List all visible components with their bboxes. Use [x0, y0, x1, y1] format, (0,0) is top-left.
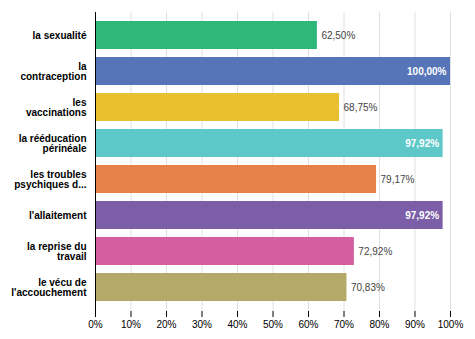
svg-text:30%: 30% — [192, 319, 212, 330]
svg-text:60%: 60% — [298, 319, 318, 330]
svg-text:10%: 10% — [121, 319, 141, 330]
svg-text:les troublespsychiques d...: les troublespsychiques d... — [14, 169, 87, 190]
svg-text:100%: 100% — [438, 319, 464, 330]
svg-text:97,92%: 97,92% — [405, 210, 439, 221]
svg-text:le vécu del'accouchement: le vécu del'accouchement — [11, 277, 87, 298]
svg-text:0%: 0% — [88, 319, 103, 330]
svg-text:lesvaccinations: lesvaccinations — [26, 97, 87, 118]
svg-text:40%: 40% — [227, 319, 247, 330]
svg-text:lacontraception: lacontraception — [20, 61, 87, 82]
svg-text:la reprise dutravail: la reprise dutravail — [27, 241, 87, 262]
svg-text:90%: 90% — [405, 319, 425, 330]
svg-text:68,75%: 68,75% — [344, 102, 378, 113]
svg-text:la rééducationpérinéale: la rééducationpérinéale — [19, 133, 87, 154]
svg-text:97,92%: 97,92% — [405, 138, 439, 149]
svg-text:79,17%: 79,17% — [381, 174, 415, 185]
svg-text:100,00%: 100,00% — [407, 66, 447, 77]
svg-text:80%: 80% — [369, 319, 389, 330]
svg-text:70%: 70% — [334, 319, 354, 330]
svg-text:72,92%: 72,92% — [358, 246, 392, 257]
svg-text:20%: 20% — [156, 319, 176, 330]
svg-text:50%: 50% — [263, 319, 283, 330]
svg-text:62,50%: 62,50% — [321, 30, 355, 41]
svg-text:la sexualité: la sexualité — [33, 30, 87, 41]
svg-text:70,83%: 70,83% — [351, 282, 385, 293]
svg-text:l'allaitement: l'allaitement — [29, 210, 87, 221]
